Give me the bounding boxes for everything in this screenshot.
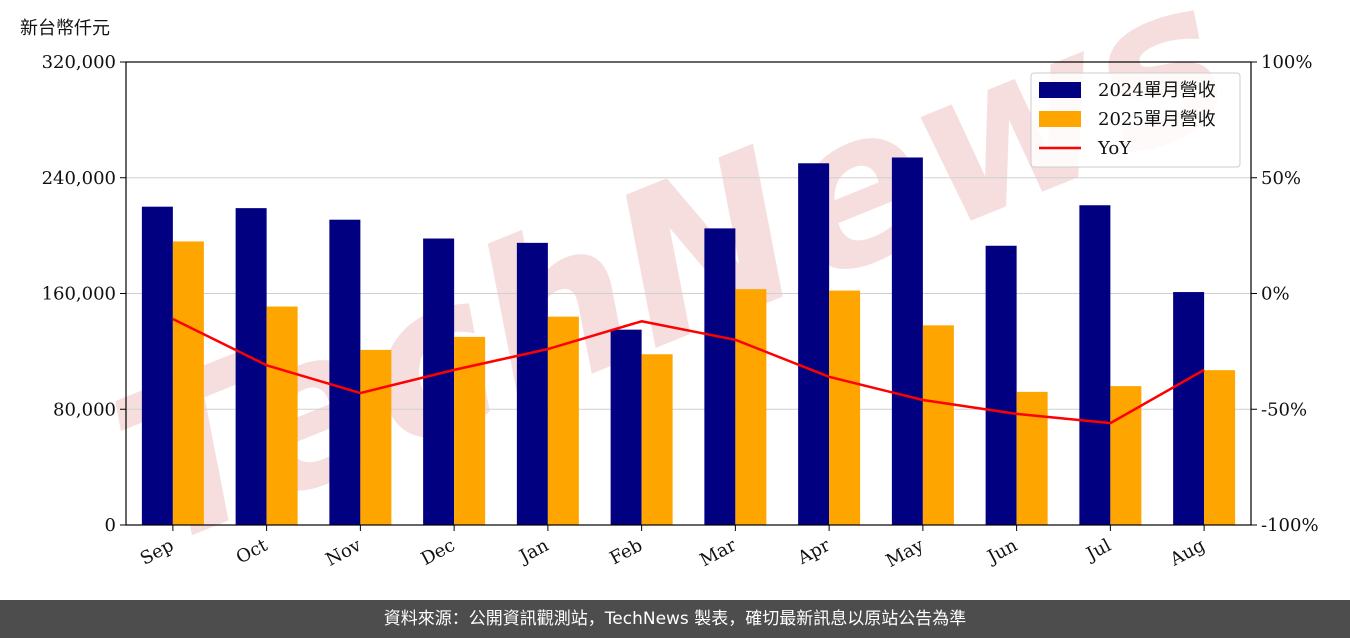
legend-swatch: [1039, 111, 1081, 127]
bar-2025: [1204, 370, 1236, 525]
legend-label: YoY: [1097, 138, 1132, 159]
x-tick-label: Jan: [515, 535, 553, 569]
bar-2025: [829, 290, 861, 525]
bar-2024: [891, 157, 923, 525]
x-tick-label: Aug: [1166, 535, 1209, 571]
bar-2024: [141, 206, 173, 525]
legend-label: 2024單月營收: [1098, 80, 1216, 101]
bar-2025: [266, 306, 298, 525]
bar-2024: [798, 163, 830, 525]
y-left-tick-label: 0: [105, 515, 116, 536]
legend-label: 2025單月營收: [1098, 109, 1216, 130]
source-footer: 資料來源：公開資訊觀測站，TechNews 製表，確切最新訊息以原站公告為準: [0, 600, 1350, 638]
y-right-tick-label: 50%: [1261, 168, 1301, 189]
bar-2025: [641, 354, 673, 525]
x-tick-label: Jun: [983, 535, 1022, 569]
bar-2024: [1173, 292, 1205, 525]
bar-2024: [423, 238, 455, 526]
legend-box: [1030, 72, 1241, 168]
y-right-tick-label: 0%: [1261, 284, 1290, 305]
y-right-tick-label: 100%: [1261, 52, 1312, 73]
bar-2025: [735, 289, 767, 525]
bar-2025: [922, 325, 954, 525]
y-left-tick-label: 320,000: [42, 52, 116, 73]
y-left-tick-label: 240,000: [42, 168, 116, 189]
bar-2025: [547, 316, 579, 525]
y-axis-label: 新台幣仟元: [20, 18, 110, 39]
yoy-line: [172, 317, 1205, 425]
y-left-tick-label: 80,000: [53, 399, 116, 420]
bar-2024: [516, 242, 548, 525]
x-tick-label: Feb: [606, 535, 646, 569]
x-tick-label: Apr: [793, 535, 833, 570]
x-tick-label: Jul: [1081, 535, 1115, 566]
x-tick-label: Dec: [418, 535, 459, 570]
bar-2024: [610, 329, 642, 525]
y-left-tick-label: 160,000: [42, 284, 116, 305]
bar-2025: [1016, 391, 1048, 525]
x-tick-label: Nov: [322, 534, 365, 570]
y-right-tick-label: -50%: [1261, 399, 1307, 420]
bar-2025: [360, 349, 392, 525]
chart: TechNews 080,000160,000240,000320,000-10…: [42, 0, 1319, 595]
legend-swatch: [1039, 82, 1081, 98]
bar-2024: [1079, 205, 1111, 525]
x-tick-label: May: [883, 534, 928, 571]
bar-2024: [329, 219, 361, 525]
y-right-tick-label: -100%: [1261, 515, 1319, 536]
bar-2024: [704, 228, 736, 525]
bar-2024: [235, 208, 267, 525]
bar-2025: [172, 241, 204, 525]
bar-2024: [985, 245, 1017, 526]
x-tick-label: Mar: [697, 535, 741, 571]
